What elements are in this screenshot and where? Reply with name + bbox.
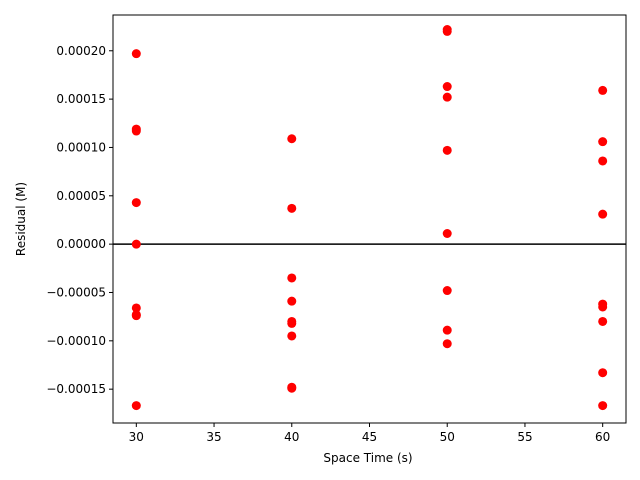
x-tick-label: 60: [595, 430, 610, 444]
x-tick-label: 40: [284, 430, 299, 444]
data-point: [598, 209, 608, 219]
data-point: [598, 85, 608, 95]
data-point: [287, 296, 297, 306]
data-point: [598, 137, 608, 147]
y-tick-label: 0.00000: [56, 237, 106, 251]
data-point: [131, 303, 141, 313]
y-tick-label: −0.00015: [46, 382, 106, 396]
data-point: [442, 145, 452, 155]
x-axis-title: Space Time (s): [323, 451, 412, 465]
x-tick-label: 50: [440, 430, 455, 444]
data-point: [442, 339, 452, 349]
data-point: [442, 229, 452, 239]
data-point: [287, 331, 297, 341]
data-point: [131, 49, 141, 59]
y-tick-label: −0.00010: [46, 334, 106, 348]
y-tick-label: 0.00005: [56, 189, 106, 203]
data-point: [131, 239, 141, 249]
y-tick-label: 0.00020: [56, 44, 106, 58]
data-point: [442, 26, 452, 36]
plot-area: [112, 14, 627, 424]
ticks: 30 35 40 45 50 55 60 −0.00015 −0.00010 −0.00005 0.…: [46, 44, 610, 444]
x-tick-label: 30: [129, 430, 144, 444]
data-point: [598, 401, 608, 411]
data-point: [598, 302, 608, 312]
data-point: [287, 273, 297, 283]
data-point: [131, 198, 141, 208]
data-point: [287, 134, 297, 144]
y-tick-label: 0.00015: [56, 92, 106, 106]
x-tick-label: 45: [362, 430, 377, 444]
data-point: [598, 316, 608, 326]
data-point: [442, 286, 452, 296]
data-point: [598, 156, 608, 166]
plot-frame: [112, 14, 627, 424]
y-tick-label: 0.00010: [56, 140, 106, 154]
data-point: [131, 311, 141, 321]
data-point: [131, 401, 141, 411]
data-point: [287, 203, 297, 213]
data-point: [287, 383, 297, 393]
data-point: [442, 92, 452, 102]
data-point: [442, 82, 452, 92]
y-axis-title: Residual (M): [14, 182, 28, 256]
data-point: [598, 368, 608, 378]
x-tick-label: 35: [206, 430, 221, 444]
y-tick-label: −0.00005: [46, 285, 106, 299]
x-tick-label: 55: [517, 430, 532, 444]
data-point: [287, 318, 297, 328]
data-point: [131, 126, 141, 136]
data-point: [442, 325, 452, 335]
